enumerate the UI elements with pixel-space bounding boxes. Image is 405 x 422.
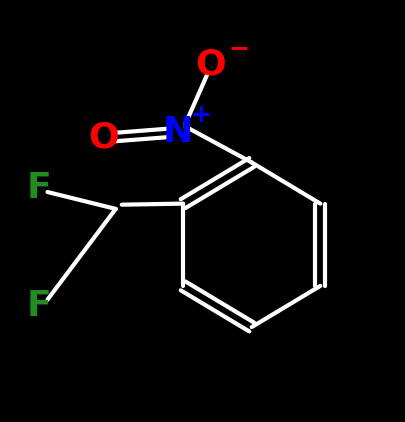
Text: O: O xyxy=(88,120,119,154)
Text: O: O xyxy=(195,48,226,81)
Text: F: F xyxy=(26,289,51,323)
Text: N: N xyxy=(162,115,192,149)
Text: F: F xyxy=(26,171,51,205)
Text: +: + xyxy=(190,103,211,127)
Text: −: − xyxy=(228,36,249,60)
